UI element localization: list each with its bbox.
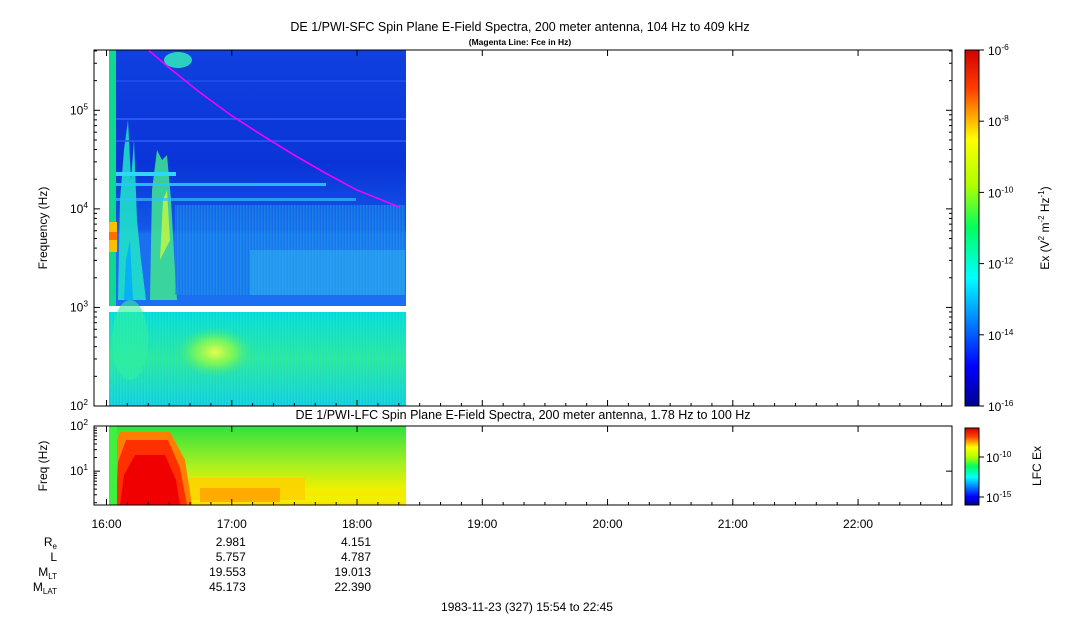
- x-tick-label: 22:00: [843, 517, 873, 531]
- sfc-colorbar-tick-label: 10-10: [988, 184, 1014, 200]
- ephemeris-label: MLT: [38, 565, 57, 581]
- sfc-y-label: Frequency (Hz): [36, 187, 50, 270]
- sfc-colorbar-tick-label: 10-16: [988, 398, 1014, 414]
- x-tick-label: 16:00: [92, 517, 122, 531]
- x-axis: 16:00 17:00 18:00 19:00 20:00 21:00 22:00: [92, 50, 943, 531]
- x-tick-label: 19:00: [467, 517, 497, 531]
- sfc-y-tick-label: 103: [70, 298, 88, 314]
- ephemeris-value: 19.553: [209, 565, 246, 579]
- sfc-spectrogram-data: [109, 50, 406, 406]
- ephemeris-value: 4.151: [341, 535, 371, 549]
- ephemeris-value: 5.757: [216, 550, 246, 564]
- lfc-y-label: Freq (Hz): [36, 441, 50, 492]
- lfc-colorbar-label: LFC Ex: [1030, 446, 1044, 486]
- lfc-y-axis: 101 102: [70, 417, 952, 504]
- sfc-spectrogram-panel: 102 103 104 105 Frequency (Hz): [36, 49, 953, 413]
- ephemeris-label: MLAT: [33, 580, 57, 596]
- lfc-spectrogram-panel: 101 102 Freq (Hz): [36, 417, 953, 506]
- lfc-title: DE 1/PWI-LFC Spin Plane E-Field Spectra,…: [295, 408, 750, 422]
- ephemeris-value: 22.390: [334, 580, 371, 594]
- lfc-y-tick-label: 101: [70, 462, 88, 478]
- lfc-spectrogram-data: [109, 426, 406, 505]
- lfc-colorbar-tick-label: 10-15: [986, 489, 1012, 505]
- lfc-colorbar-tick-label: 10-10: [986, 449, 1012, 465]
- lfc-colorbar-ticks: 10-10 10-15: [979, 449, 1012, 505]
- ephemeris-table: Re 2.981 4.151 L 5.757 4.787 MLT 19.553 19.013 ML…: [33, 535, 371, 596]
- fce-magenta-line: [147, 49, 400, 208]
- ephemeris-label: Re: [44, 535, 58, 551]
- sfc-colorbar-ticks: 10-6 10-8 10-10 10-12 10-14 10-16: [979, 42, 1014, 414]
- ephemeris-label: L: [50, 550, 57, 564]
- sfc-colorbar: 10-6 10-8 10-10 10-12 10-14 10-16 Ex (V2 m-2 …: [964, 42, 1052, 414]
- x-tick-label: 17:00: [217, 517, 247, 531]
- sfc-y-tick-label: 104: [70, 200, 88, 216]
- lfc-y-tick-label: 102: [70, 417, 88, 433]
- sfc-y-tick-label: 105: [70, 101, 88, 117]
- ephemeris-value: 45.173: [209, 580, 246, 594]
- ephemeris-value: 19.013: [334, 565, 371, 579]
- sfc-subtitle: (Magenta Line: Fce in Hz): [469, 37, 572, 47]
- sfc-y-axis: 102 103 104 105: [70, 50, 952, 413]
- sfc-colorbar-tick-label: 10-12: [988, 256, 1014, 272]
- sfc-title: DE 1/PWI-SFC Spin Plane E-Field Spectra,…: [290, 20, 749, 34]
- sfc-colorbar-label: Ex (V2 m-2 Hz-1): [1037, 186, 1052, 269]
- sfc-colorbar-tick-label: 10-8: [988, 113, 1009, 129]
- sfc-y-tick-label: 102: [70, 397, 88, 413]
- ephemeris-value: 2.981: [216, 535, 246, 549]
- x-tick-label: 18:00: [342, 517, 372, 531]
- x-tick-label: 20:00: [593, 517, 623, 531]
- ephemeris-value: 4.787: [341, 550, 371, 564]
- date-range-footer: 1983-11-23 (327) 15:54 to 22:45: [441, 600, 613, 614]
- x-tick-label: 21:00: [718, 517, 748, 531]
- lfc-colorbar: 10-10 10-15 LFC Ex: [964, 427, 1044, 506]
- sfc-colorbar-tick-label: 10-14: [988, 327, 1014, 343]
- sfc-colorbar-tick-label: 10-6: [988, 42, 1009, 58]
